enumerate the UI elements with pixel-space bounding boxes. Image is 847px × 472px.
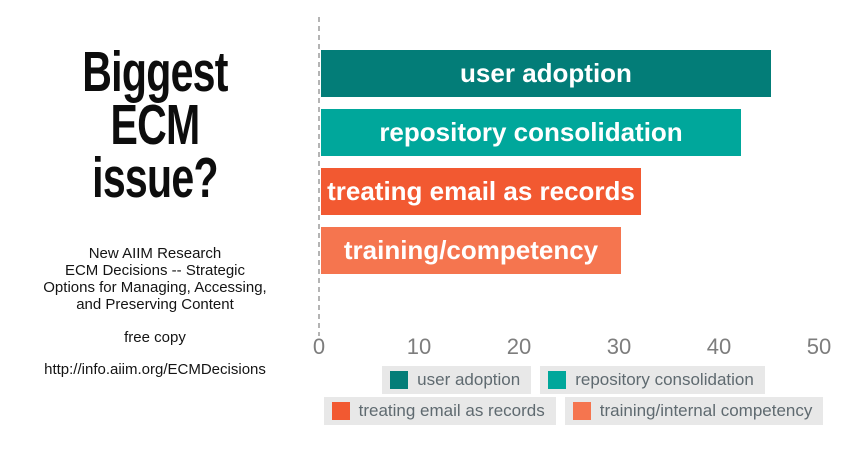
x-tick-label-0: 0 (312, 334, 326, 359)
free-copy-text: free copy (124, 329, 186, 346)
bar-training-competency: training/competency (321, 227, 621, 274)
legend-row-1: user adoption repository consolidation (300, 366, 847, 394)
bar-label: repository consolidation (379, 117, 683, 147)
zero-baseline (318, 17, 320, 336)
legend-row-2: treating email as records training/intern… (300, 397, 847, 425)
legend-label: user adoption (417, 370, 521, 389)
legend-item-repository-consolidation: repository consolidation (540, 366, 765, 394)
legend-item-user-adoption: user adoption (382, 366, 532, 394)
bar-user-adoption: user adoption (321, 50, 771, 97)
legend-label: repository consolidation (575, 370, 754, 389)
url-text: http://info.aiim.org/ECMDecisions (44, 361, 266, 378)
bar-repository-consolidation: repository consolidation (321, 109, 741, 156)
bar-treating-email-as-records: treating email as records (321, 168, 641, 215)
x-tick-label-10: 10 (406, 334, 432, 359)
left-panel: Biggest ECM issue? New AIIM Research ECM… (5, 40, 305, 379)
legend-swatch (331, 402, 350, 420)
x-tick-label-20: 20 (506, 334, 532, 359)
legend-label: treating email as records (358, 401, 545, 420)
subtitle-text: New AIIM Research ECM Decisions -- Strat… (43, 245, 267, 313)
bar-label: training/competency (343, 235, 599, 265)
legend-swatch (572, 402, 591, 420)
bar-label: user adoption (460, 58, 632, 88)
bar-label: treating email as records (327, 176, 635, 206)
x-tick-label-40: 40 (706, 334, 732, 359)
x-tick-label-30: 30 (606, 334, 632, 359)
legend-swatch (390, 371, 409, 389)
x-tick-label-50: 50 (806, 334, 832, 359)
page-title: Biggest ECM issue? (82, 40, 228, 210)
legend-item-training-internal-competency: training/internal competency (564, 397, 824, 425)
legend-label: training/internal competency (599, 401, 813, 420)
legend-swatch (548, 371, 567, 389)
legend-item-treating-email-as-records: treating email as records (323, 397, 556, 425)
